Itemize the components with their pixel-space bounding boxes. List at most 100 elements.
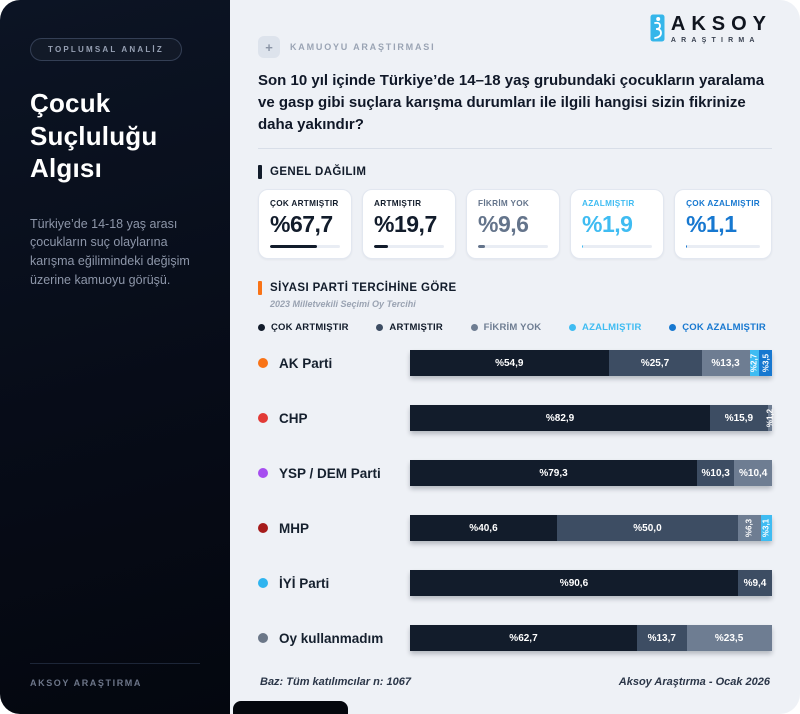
party-section-title: SİYASI PARTİ TERCİHİNE GÖRE [270, 282, 457, 295]
bar-segment-label: %9,4 [743, 577, 767, 589]
stat-card-meter-fill [270, 245, 318, 249]
party-name: MHP [279, 520, 309, 536]
legend-label: AZALMIŞTIR [582, 322, 642, 334]
bar-segment-label: %40,6 [469, 522, 498, 534]
stat-card-meter [686, 245, 760, 249]
party-name: Oy kullanmadım [279, 630, 384, 646]
party-dot-icon [258, 633, 268, 644]
party-label-wrap: Oy kullanmadım [258, 631, 410, 646]
bar-segment: %50,0 [556, 515, 738, 542]
party-label-wrap: AK Parti [258, 356, 410, 371]
bar-segment: %3,5 [759, 350, 772, 377]
party-row: YSP / DEM Parti %79,3 %10,3 %10,4 [258, 460, 772, 487]
party-label-wrap: MHP [258, 521, 410, 536]
party-dot-icon [258, 413, 268, 424]
stat-card-meter-fill [478, 245, 485, 249]
party-name: İYİ Parti [279, 575, 330, 591]
party-row: MHP %40,6 %50,0 %6,3 %3,1 [258, 515, 772, 542]
stat-card-meter-fill [582, 245, 584, 249]
stacked-bar: %79,3 %10,3 %10,4 [410, 460, 772, 487]
party-row: CHP %82,9 %15,9 %1,2 [258, 405, 775, 432]
bar-segment: %79,3 [410, 460, 698, 487]
party-dot-icon [258, 358, 268, 369]
party-name: YSP / DEM Parti [279, 465, 381, 481]
sidebar-footer-brand: AKSOY ARAŞTIRMA [30, 663, 200, 688]
party-row: Oy kullanmadım %62,7 %13,7 %23,5 [258, 625, 772, 652]
stat-card: ÇOK AZALMIŞTIR %1,1 [674, 189, 772, 260]
bar-segment-label: %79,3 [539, 467, 568, 479]
stat-card-label: ÇOK AZALMIŞTIR [686, 199, 760, 209]
bar-segment: %1,2 [765, 405, 775, 432]
bar-segment-label: %1,2 [765, 409, 775, 428]
bar-segment-label: %13,3 [711, 357, 740, 369]
legend-label: ÇOK AZALMIŞTIR [682, 322, 766, 334]
legend-label: ÇOK ARTMIŞTIR [271, 322, 349, 334]
bar-segment: %82,9 [410, 405, 711, 432]
party-dot-icon [258, 468, 268, 479]
legend-dot-icon [669, 324, 677, 332]
general-section-title: GENEL DAĞILIM [270, 166, 367, 179]
brand-logo-text: AKSOY ARAŞTIRMA [671, 14, 772, 44]
section-marker [258, 165, 262, 180]
bar-segment: %40,6 [410, 515, 557, 542]
legend-item: ÇOK ARTMIŞTIR [258, 322, 349, 333]
stat-card-value: %67,7 [270, 211, 333, 238]
stat-card-meter-fill [686, 245, 687, 249]
bar-segment-label: %82,9 [545, 412, 575, 424]
party-label-wrap: CHP [258, 411, 410, 426]
section-marker-orange [258, 281, 262, 296]
stat-card-meter [478, 245, 549, 249]
bar-segment: %3,1 [760, 515, 772, 542]
legend-item: AZALMIŞTIR [569, 322, 642, 333]
party-label-wrap: YSP / DEM Parti [258, 466, 410, 481]
legend-item: ARTMIŞTIR [376, 322, 443, 333]
bar-segment-label: %2,7 [749, 354, 759, 373]
bar-segment: %10,3 [697, 460, 735, 487]
bar-segment: %54,9 [410, 350, 609, 377]
stacked-bar: %62,7 %13,7 %23,5 [410, 625, 772, 652]
legend-item: FİKRİM YOK [470, 322, 542, 334]
party-name: CHP [279, 410, 308, 426]
topic-badge-label: KAMUOYU ARAŞTIRMASI [290, 42, 436, 52]
bar-segment: %15,9 [710, 405, 768, 432]
stacked-bar: %82,9 %15,9 %1,2 [410, 405, 775, 432]
bar-segment-label: %25,7 [640, 357, 670, 369]
bar-segment-label: %50,0 [633, 522, 662, 534]
bar-segment: %23,5 [686, 625, 772, 652]
topic-badge: + KAMUOYU ARAŞTIRMASI [258, 36, 435, 58]
stat-card-value: %9,6 [478, 211, 529, 238]
main-panel: + KAMUOYU ARAŞTIRMASI AKSOY ARAŞTIRMA So… [230, 0, 800, 714]
stat-card-value: %19,7 [374, 211, 437, 238]
party-section-header: SİYASI PARTİ TERCİHİNE GÖRE [258, 281, 772, 296]
legend-item: ÇOK AZALMIŞTIR [669, 322, 766, 333]
bar-segment: %13,7 [636, 625, 687, 652]
bar-segment-label: %10,4 [738, 467, 768, 479]
bar-segment: %25,7 [608, 350, 702, 377]
bar-segment-label: %10,3 [701, 467, 730, 479]
stat-card-label: FİKRİM YOK [478, 199, 530, 209]
legend-label: FİKRİM YOK [483, 322, 542, 334]
stacked-bar: %90,6 %9,4 [410, 570, 772, 597]
party-dot-icon [258, 523, 268, 534]
stat-card-meter [582, 245, 653, 249]
stat-card-meter [270, 245, 341, 249]
party-section-subtitle: 2023 Milletvekili Seçimi Oy Tercihi [270, 299, 416, 310]
bar-segment-label: %90,6 [559, 577, 589, 589]
stat-cards-row: ÇOK ARTMIŞTIR %67,7 ARTMIŞTIR %19,7 FİKRİM Y… [258, 189, 772, 260]
brand-name: AKSOY [670, 13, 772, 35]
bar-segment-label: %3,5 [761, 354, 771, 373]
stat-card-meter [374, 245, 445, 249]
legend-dot-icon [258, 324, 265, 332]
bar-segment-label: %13,7 [647, 632, 676, 644]
footer-row: Baz: Tüm katılımcılar n: 1067 Aksoy Araş… [258, 668, 772, 702]
bottom-accent-tab [233, 701, 348, 714]
stat-card-meter-fill [374, 245, 388, 249]
brand-logo-icon [650, 14, 665, 42]
stat-card-label: AZALMIŞTIR [582, 199, 635, 209]
stat-card: ARTMIŞTIR %19,7 [362, 189, 457, 260]
legend-dot-icon [569, 324, 577, 332]
plus-icon: + [258, 36, 280, 58]
page-title: Çocuk Suçluluğu Algısı [30, 88, 158, 183]
general-section-header: GENEL DAĞILIM [258, 165, 772, 180]
